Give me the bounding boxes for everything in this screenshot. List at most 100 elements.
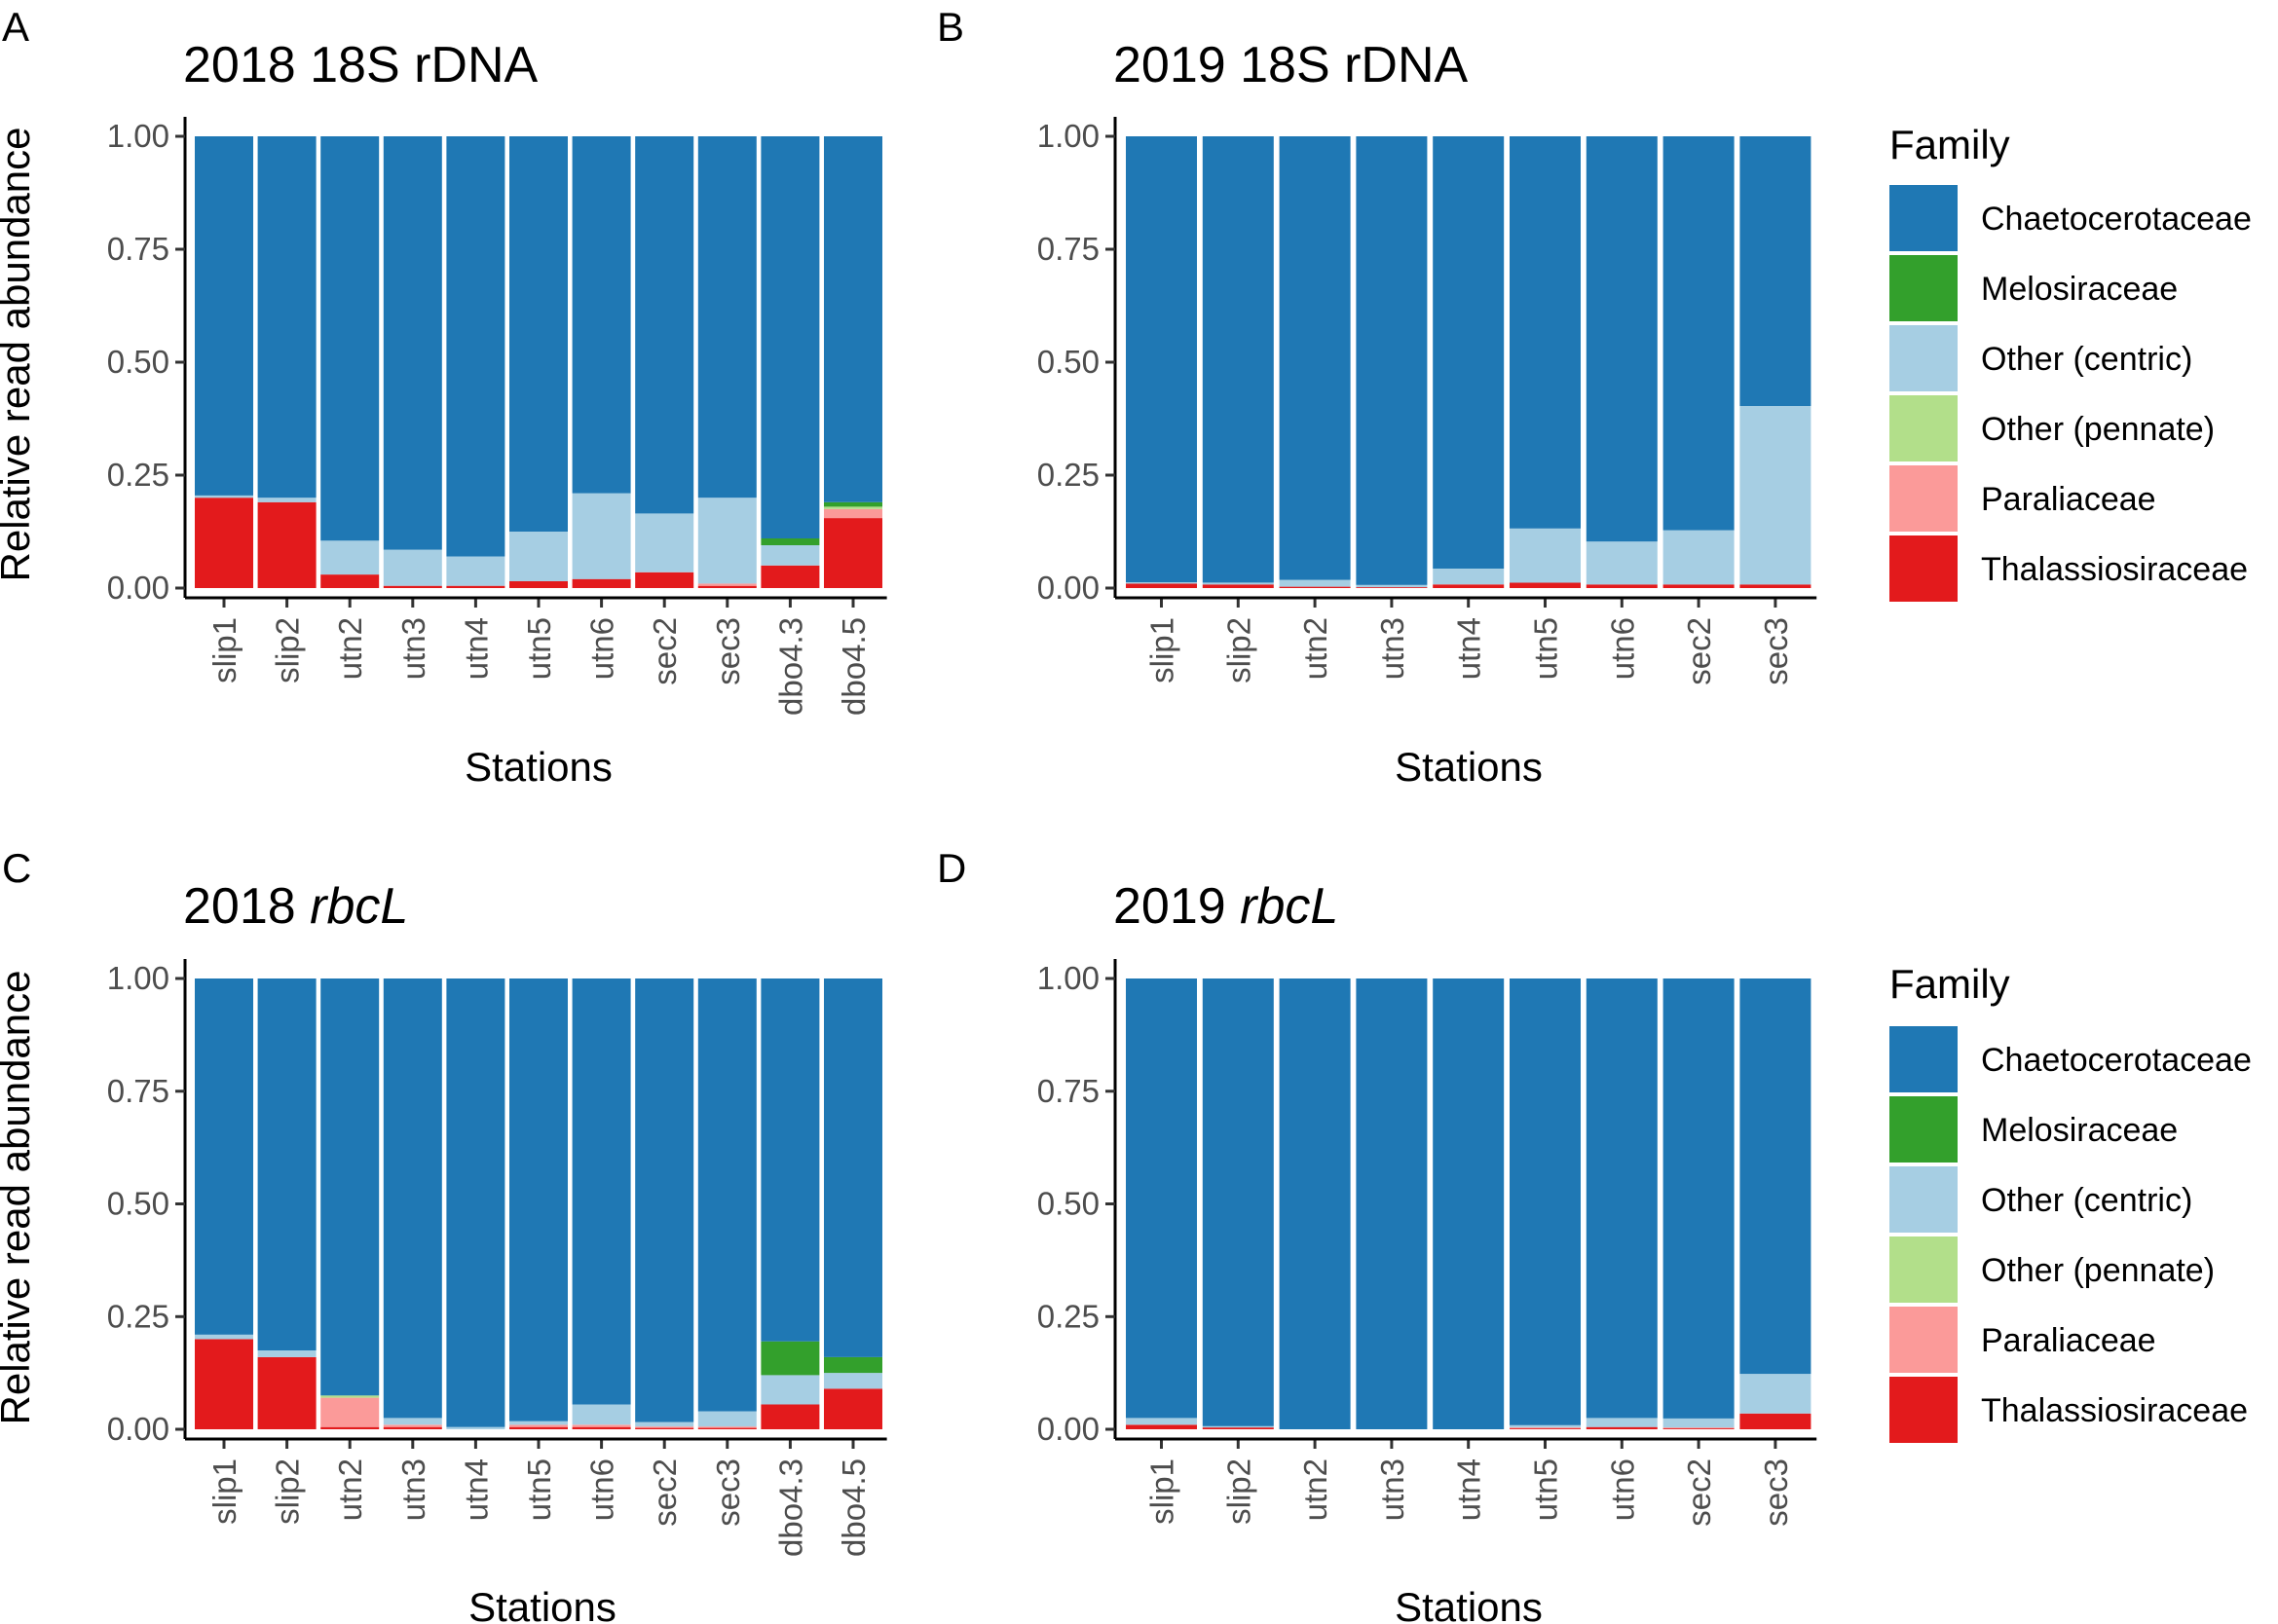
x-tick-label-a-slip1: slip1 bbox=[206, 617, 243, 683]
bar-segment-c-sec2-chaetocerotaceae bbox=[635, 978, 694, 1422]
x-tick-label-a-utn4: utn4 bbox=[458, 617, 494, 680]
bar-segment-c-utn3-paraliaceae bbox=[383, 1424, 442, 1427]
bar-segment-a-dbo4-5-melosiraceae bbox=[824, 501, 882, 507]
legend-bottom-swatch-paraliaceae bbox=[1889, 1307, 1958, 1373]
bar-segment-d-sec2-paraliaceae bbox=[1662, 1427, 1735, 1428]
x-tick-label-c-utn6: utn6 bbox=[584, 1458, 620, 1521]
bar-segment-a-sec2-thalassiosiraceae bbox=[635, 572, 694, 588]
panel-title-a-year: 2018 bbox=[183, 37, 296, 93]
panel-letter-c: C bbox=[2, 845, 31, 891]
bar-segment-c-slip2-thalassiosiraceae bbox=[257, 1356, 317, 1429]
x-tick-label-a-utn2: utn2 bbox=[332, 617, 368, 680]
y-axis-title-c: Relative read abundance bbox=[0, 970, 38, 1424]
x-tick-label-d-utn5: utn5 bbox=[1528, 1458, 1564, 1521]
plot-a: slip1 slip2 utn2 utn3 utn4 utn5 utn6 sec2 sec3 db… bbox=[107, 117, 887, 716]
bar-segment-b-utn3-chaetocerotaceae bbox=[1356, 136, 1428, 585]
y-tick-label-d-4: 1.00 bbox=[1037, 960, 1100, 996]
y-tick-label-b-1: 0.25 bbox=[1037, 457, 1100, 493]
y-tick-label-c-4: 1.00 bbox=[107, 960, 169, 996]
legend-top-label-other-pennate: Other (pennate) bbox=[1981, 411, 2215, 448]
x-tick-label-a-utn5: utn5 bbox=[521, 617, 557, 680]
bar-segment-d-slip1-thalassiosiraceae bbox=[1126, 1424, 1197, 1429]
x-tick-label-b-slip1: slip1 bbox=[1144, 617, 1180, 683]
bar-segment-b-utn2-other-centric bbox=[1279, 579, 1351, 587]
bar-segment-d-utn5-chaetocerotaceae bbox=[1510, 978, 1581, 1425]
bar-segment-b-sec3-thalassiosiraceae bbox=[1739, 584, 1811, 588]
bar-segment-c-sec2-other-centric bbox=[635, 1421, 694, 1427]
bar-segment-b-utn4-thalassiosiraceae bbox=[1433, 584, 1505, 588]
bar-segment-c-utn6-other-centric bbox=[572, 1404, 631, 1425]
bar-segment-c-utn6-chaetocerotaceae bbox=[572, 978, 631, 1405]
y-tick-label-a-4: 1.00 bbox=[107, 118, 169, 154]
bar-segment-a-utn5-other-centric bbox=[509, 532, 568, 581]
legend-top-swatch-melosiraceae bbox=[1889, 255, 1958, 321]
bar-segment-a-sec2-other-centric bbox=[635, 513, 694, 572]
y-tick-label-b-4: 1.00 bbox=[1037, 118, 1100, 154]
bar-segment-a-dbo4-3-melosiraceae bbox=[761, 538, 820, 545]
bar-segment-a-utn6-chaetocerotaceae bbox=[572, 136, 631, 494]
bar-segment-a-dbo4-3-other-centric bbox=[761, 544, 820, 566]
bar-segment-a-utn4-other-centric bbox=[446, 556, 505, 586]
x-tick-label-c-utn5: utn5 bbox=[521, 1458, 557, 1521]
panel-title-d: 2019 rbcL bbox=[1113, 878, 1338, 935]
y-tick-label-d-3: 0.75 bbox=[1037, 1073, 1100, 1109]
bar-segment-c-utn2-thalassiosiraceae bbox=[320, 1426, 380, 1429]
x-tick-label-b-sec2: sec2 bbox=[1681, 617, 1717, 685]
legend-top-swatch-thalassiosiraceae bbox=[1889, 535, 1958, 602]
panel-title-d-marker: rbcL bbox=[1240, 878, 1338, 935]
bar-segment-d-slip2-other-centric bbox=[1202, 1425, 1274, 1428]
legend-bottom-swatch-other-pennate bbox=[1889, 1236, 1958, 1303]
bar-segment-b-slip1-other-centric bbox=[1126, 582, 1197, 584]
legend-bottom-label-thalassiosiraceae: Thalassiosiraceae bbox=[1981, 1392, 2248, 1429]
x-tick-label-d-utn2: utn2 bbox=[1297, 1458, 1333, 1521]
panel-title-c-marker: rbcL bbox=[310, 878, 408, 935]
legend-top-swatch-paraliaceae bbox=[1889, 465, 1958, 532]
x-tick-label-c-slip1: slip1 bbox=[206, 1458, 243, 1525]
legend-top-label-other-centric: Other (centric) bbox=[1981, 341, 2192, 378]
bar-segment-a-utn3-other-centric bbox=[383, 549, 442, 586]
bar-segment-b-utn6-thalassiosiraceae bbox=[1586, 584, 1658, 588]
bar-segment-b-slip2-thalassiosiraceae bbox=[1202, 584, 1274, 588]
bar-segment-c-dbo4-3-thalassiosiraceae bbox=[761, 1404, 820, 1429]
legend-bottom-swatch-thalassiosiraceae bbox=[1889, 1377, 1958, 1443]
x-tick-label-c-utn3: utn3 bbox=[395, 1458, 431, 1521]
legend-bottom-label-paraliaceae: Paraliaceae bbox=[1981, 1322, 2156, 1359]
bar-segment-d-slip1-chaetocerotaceae bbox=[1126, 978, 1197, 1419]
bar-segment-b-utn6-other-centric bbox=[1586, 541, 1658, 585]
x-tick-label-b-slip2: slip2 bbox=[1220, 617, 1256, 683]
legend-bottom-swatch-chaetocerotaceae bbox=[1889, 1026, 1958, 1092]
y-tick-label-c-1: 0.25 bbox=[107, 1298, 169, 1334]
y-tick-label-d-0: 0.00 bbox=[1037, 1411, 1100, 1447]
x-tick-label-b-utn6: utn6 bbox=[1604, 617, 1640, 680]
x-tick-label-c-slip2: slip2 bbox=[270, 1458, 306, 1525]
bar-segment-c-utn2-chaetocerotaceae bbox=[320, 978, 380, 1396]
panel-title-c: 2018 rbcL bbox=[183, 878, 408, 935]
bar-segment-c-utn3-chaetocerotaceae bbox=[383, 978, 442, 1419]
bar-segment-a-utn4-thalassiosiraceae bbox=[446, 585, 505, 588]
bar-segment-c-slip1-other-centric bbox=[195, 1334, 253, 1340]
bar-segment-c-utn5-paraliaceae bbox=[509, 1424, 568, 1427]
bar-segment-b-slip1-chaetocerotaceae bbox=[1126, 136, 1197, 582]
bar-segment-c-slip2-other-centric bbox=[257, 1350, 317, 1357]
bar-segment-a-dbo4-5-thalassiosiraceae bbox=[824, 518, 882, 588]
bar-segment-a-utn6-thalassiosiraceae bbox=[572, 578, 631, 588]
bar-segment-b-sec3-other-centric bbox=[1739, 406, 1811, 585]
bar-segment-d-utn6-chaetocerotaceae bbox=[1586, 978, 1658, 1419]
panel-title-b: 2019 18S rDNA bbox=[1113, 37, 1469, 93]
plot-d: slip1 slip2 utn2 utn3 utn4 utn5 utn6 sec2 sec3 0.… bbox=[1037, 959, 1817, 1527]
panel-letter-b: B bbox=[937, 4, 964, 50]
bar-segment-d-utn5-other-centric bbox=[1510, 1424, 1581, 1428]
bar-segment-a-dbo4-5-paraliaceae bbox=[824, 508, 882, 519]
x-tick-label-c-sec3: sec3 bbox=[710, 1458, 746, 1527]
y-tick-label-c-0: 0.00 bbox=[107, 1411, 169, 1447]
y-tick-label-a-0: 0.00 bbox=[107, 570, 169, 606]
bar-segment-c-dbo4-5-other-centric bbox=[824, 1373, 882, 1389]
x-tick-label-d-sec3: sec3 bbox=[1758, 1458, 1794, 1527]
bar-segment-a-slip2-other-centric bbox=[257, 498, 317, 502]
bar-segment-c-utn5-other-centric bbox=[509, 1421, 568, 1425]
bar-segment-c-dbo4-3-other-centric bbox=[761, 1375, 820, 1405]
legend-top-label-thalassiosiraceae: Thalassiosiraceae bbox=[1981, 551, 2248, 588]
panel-title-d-year: 2019 bbox=[1113, 878, 1226, 935]
x-tick-label-c-dbo4-3: dbo4.3 bbox=[772, 1458, 808, 1557]
bar-segment-a-dbo4-3-chaetocerotaceae bbox=[761, 136, 820, 538]
